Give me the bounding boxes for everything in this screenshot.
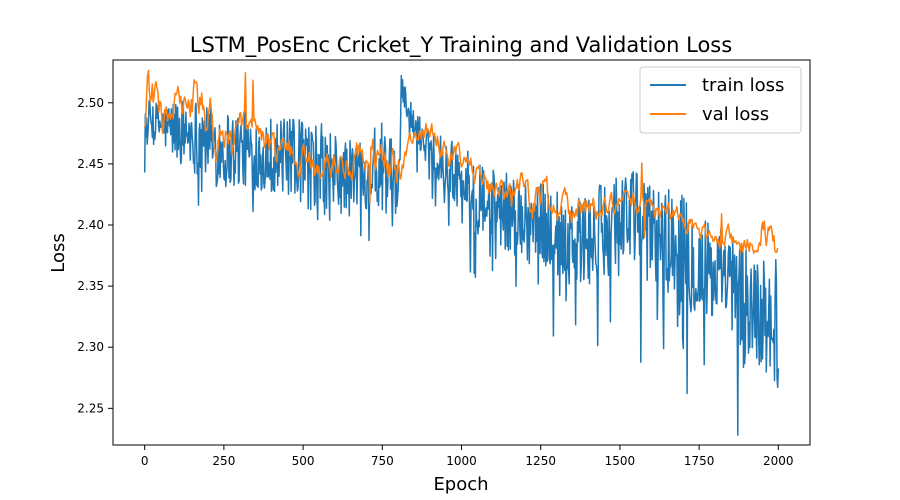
- y-axis: 2.25 2.30 2.35 2.40 2.45 2.50: [77, 96, 113, 415]
- legend-label: val loss: [702, 104, 769, 125]
- x-tick-label: 1750: [684, 454, 715, 468]
- y-tick-label: 2.30: [77, 340, 104, 354]
- x-tick-label: 500: [292, 454, 315, 468]
- legend-label: train loss: [702, 75, 784, 96]
- chart-title: LSTM_PosEnc Cricket_Y Training and Valid…: [190, 33, 732, 58]
- series-layer: [143, 69, 780, 436]
- legend-box: [639, 66, 802, 134]
- x-tick-label: 0: [141, 454, 149, 468]
- x-tick-label: 2000: [763, 454, 794, 468]
- y-tick-label: 2.40: [77, 218, 104, 232]
- series-line-val-loss: [143, 69, 779, 254]
- y-tick-label: 2.50: [77, 96, 104, 110]
- x-axis-label: Epoch: [433, 474, 488, 495]
- y-tick-label: 2.35: [77, 279, 104, 293]
- x-tick-label: 1250: [525, 454, 556, 468]
- y-axis-label: Loss: [48, 233, 69, 272]
- series-line-train-loss: [143, 74, 780, 436]
- x-tick-label: 250: [212, 454, 235, 468]
- x-tick-label: 750: [371, 454, 394, 468]
- x-tick-label: 1500: [605, 454, 636, 468]
- x-axis: 0 250 500 750 1000 1250 1500 1750 2000: [141, 445, 794, 468]
- y-tick-label: 2.25: [77, 401, 104, 415]
- x-tick-label: 1000: [446, 454, 477, 468]
- y-tick-label: 2.45: [77, 157, 104, 171]
- legend: train loss val loss: [639, 66, 802, 134]
